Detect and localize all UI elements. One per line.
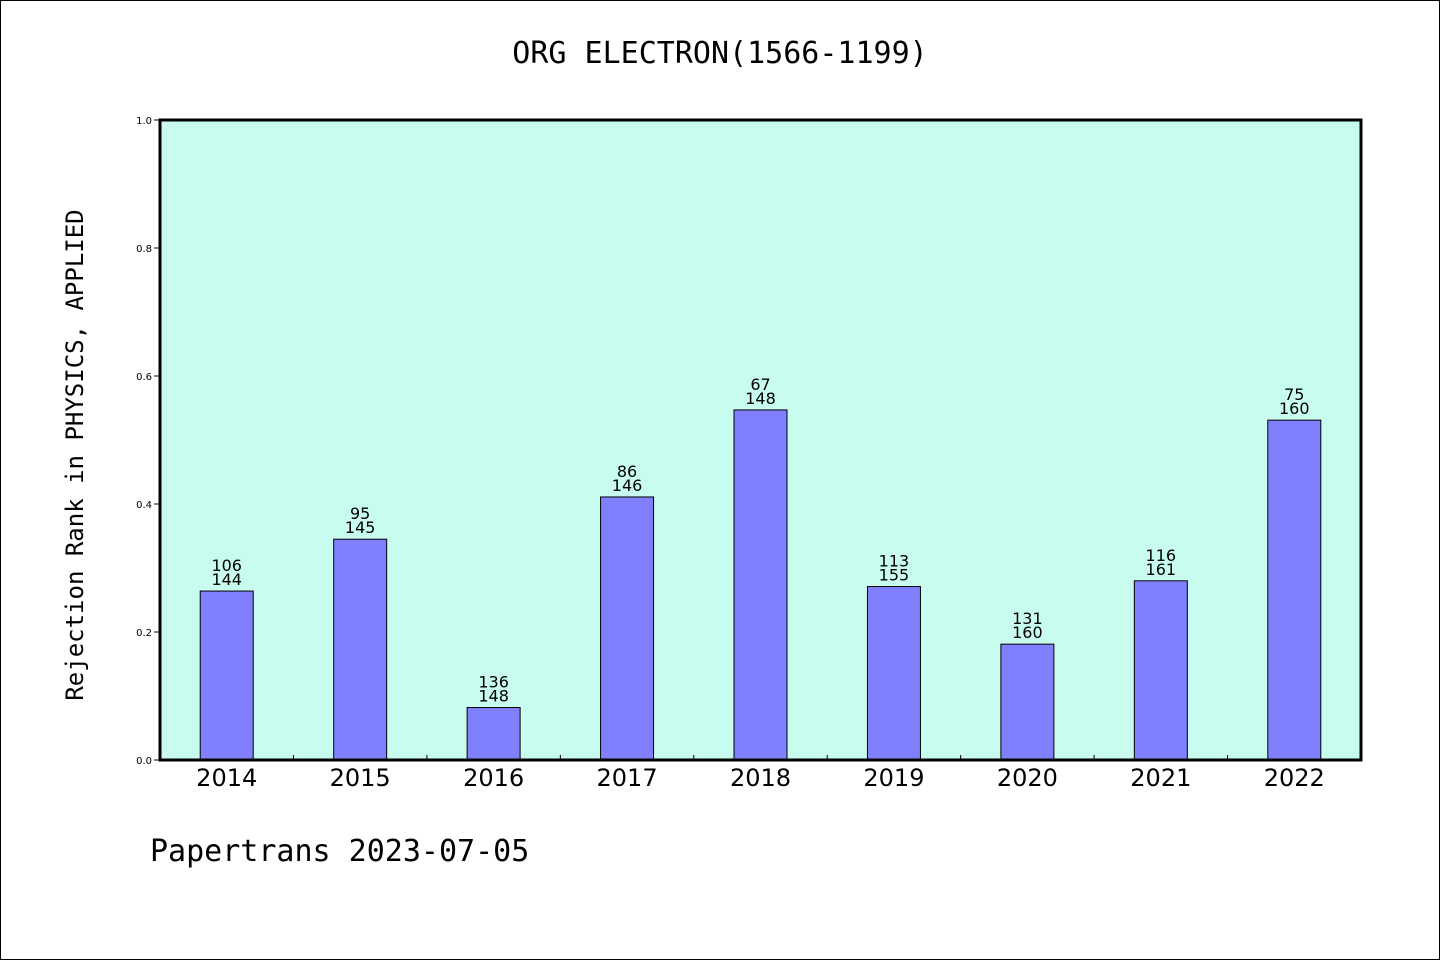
y-tick-label: 0.2 [136,628,152,639]
x-tick-label: 2014 [196,764,257,792]
bar-2022 [1267,419,1322,761]
total-label: 160 [1279,399,1310,418]
bar-2019 [866,586,921,761]
rank-label: 131 [1012,609,1043,628]
chart-title: ORG ELECTRON(1566-1199) [512,36,928,71]
total-label: 144 [211,570,242,589]
y-tick-label: 0.0 [136,756,152,767]
x-tick-label: 2015 [330,764,391,792]
x-tick-label: 2019 [863,764,924,792]
x-tick-label: 2020 [997,764,1058,792]
rank-label: 116 [1146,546,1177,565]
plot-border [158,118,1363,762]
rank-label: 75 [1284,385,1304,404]
y-tick-label: 0.8 [136,244,152,255]
bar-2016 [466,707,521,761]
total-label: 155 [879,566,910,585]
x-tick-label: 2022 [1264,764,1325,792]
bar-2014 [199,590,254,761]
rank-label: 106 [211,556,242,575]
y-tick-label: 1.0 [136,116,152,127]
total-label: 148 [745,389,776,408]
x-tick-label: 2017 [597,764,658,792]
total-label: 161 [1146,560,1177,579]
bar-2015 [333,538,388,761]
x-tick-label: 2018 [730,764,791,792]
rank-label: 86 [617,462,637,481]
y-tick-label: 0.6 [136,372,152,383]
rank-label: 113 [879,552,910,571]
rank-label: 67 [750,375,770,394]
bar-2018 [733,409,788,761]
total-label: 160 [1012,623,1043,642]
bar-2021 [1133,580,1188,761]
total-label: 145 [345,518,376,537]
total-label: 146 [612,476,643,495]
x-tick-label: 2021 [1130,764,1191,792]
total-label: 148 [478,687,509,706]
x-tick-label: 2016 [463,764,524,792]
footer-credit: Papertrans 2023-07-05 [150,834,530,869]
rank-label: 95 [350,504,370,523]
y-tick-label: 0.4 [136,500,152,511]
bar-2017 [600,496,655,761]
rank-label: 136 [478,673,509,692]
bar-2020 [1000,643,1055,761]
